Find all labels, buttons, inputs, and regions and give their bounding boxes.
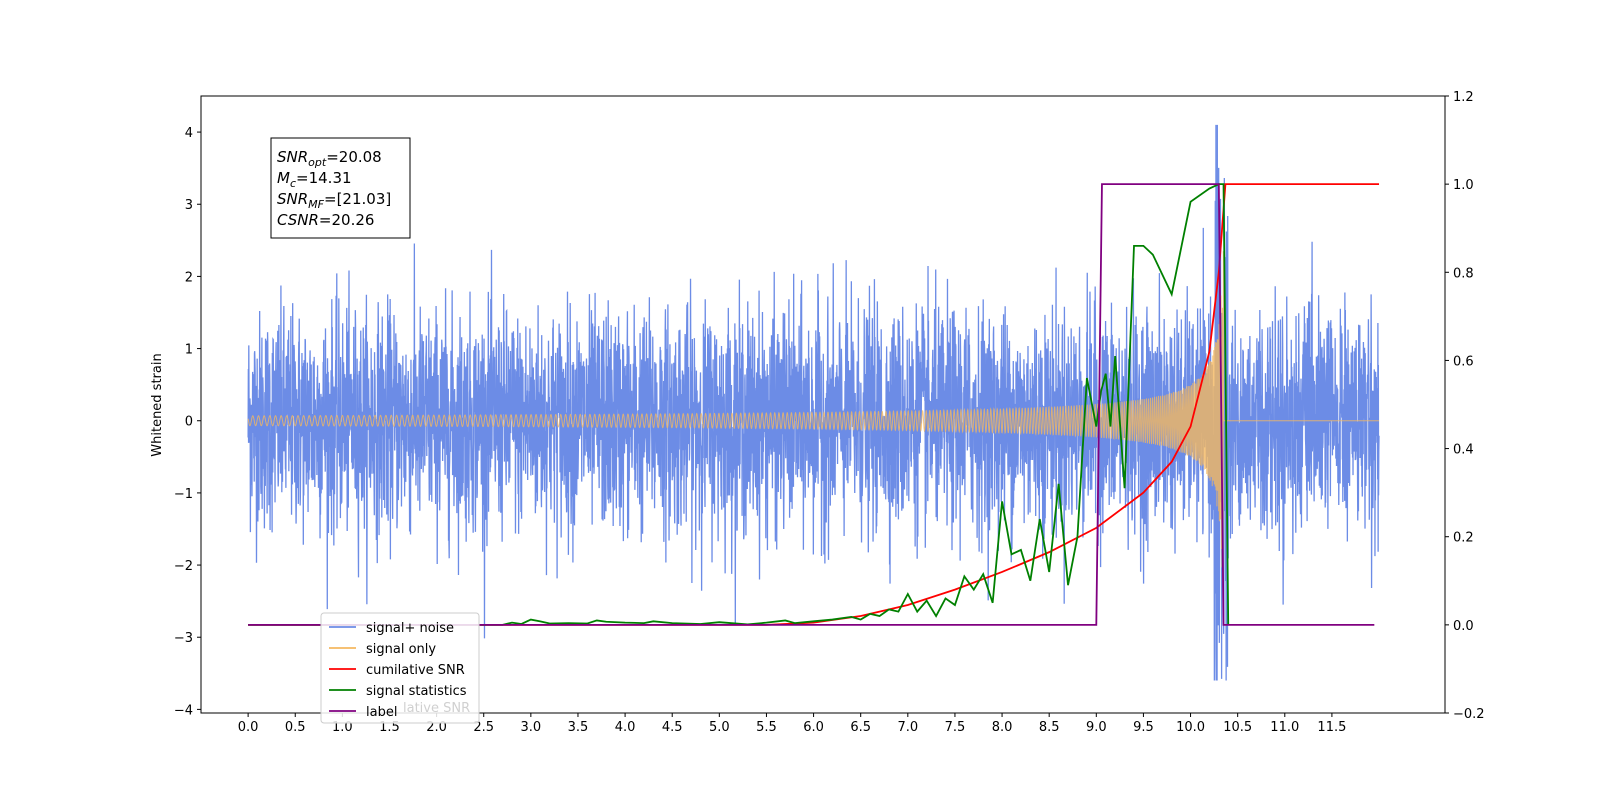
x-tick-label: 6.5: [850, 720, 871, 735]
x-tick-label: 10.5: [1223, 720, 1252, 735]
annotation-line: CSNR=20.26: [277, 211, 374, 229]
stats-annotation-box: SNRopt=20.08Mc=14.31SNRMF=[21.03]CSNR=20…: [270, 137, 411, 239]
y-right-tick-label: 1.2: [1453, 90, 1474, 105]
y-left-tick-label: 2: [185, 270, 193, 285]
x-tick-label: 9.0: [1086, 720, 1107, 735]
x-tick-label: 2.0: [426, 720, 447, 735]
x-tick-label: 4.0: [615, 720, 636, 735]
x-tick-label: 4.5: [662, 720, 683, 735]
annotation-line: Mc=14.31: [277, 169, 352, 190]
y-right-tick-label: −0.2: [1453, 707, 1485, 722]
legend-label: signal statistics: [366, 684, 467, 699]
y-right-tick-label: 0.8: [1453, 266, 1474, 281]
x-tick-label: 5.0: [709, 720, 730, 735]
x-tick-label: 11.0: [1270, 720, 1299, 735]
series-line-signal-statistics: [248, 183, 1230, 626]
x-tick-label: 3.5: [568, 720, 589, 735]
x-tick-label: 8.0: [992, 720, 1013, 735]
x-tick-label: 1.5: [379, 720, 400, 735]
x-tick-label: 0.0: [238, 720, 259, 735]
x-tick-label: 0.5: [285, 720, 306, 735]
y-right-tick-label: 0.0: [1453, 619, 1474, 634]
annotation-line: SNRopt=20.08: [277, 148, 382, 169]
y-left-tick-label: −4: [174, 703, 193, 718]
series-line-signal-only: [247, 251, 1380, 607]
y-left-tick-label: −1: [174, 487, 193, 502]
legend-label: cumilative SNR: [366, 663, 465, 678]
y-right-tick-label: 0.4: [1453, 443, 1474, 458]
series-line-label: [248, 183, 1375, 626]
legend: signal+ noise signal only cumilative SNR si…: [320, 612, 480, 724]
x-tick-label: 7.0: [897, 720, 918, 735]
y-left-tick-label: −3: [174, 631, 193, 646]
x-tick-label: 6.0: [803, 720, 824, 735]
plot-frame: [200, 95, 1446, 714]
legend-label: signal+ noise: [366, 621, 454, 636]
legend-label: label: [366, 705, 397, 720]
x-tick-label: 11.5: [1317, 720, 1346, 735]
x-tick-label: 3.0: [521, 720, 542, 735]
x-tick-label: 8.5: [1039, 720, 1060, 735]
y-right-tick-label: 1.0: [1453, 178, 1474, 193]
y-left-tick-label: 3: [185, 198, 193, 213]
y-axis-label: Whitened strain: [150, 353, 165, 456]
y-left-tick-label: 1: [185, 343, 193, 358]
x-tick-label: 1.0: [332, 720, 353, 735]
series-line-signal-noise: [247, 124, 1380, 681]
annotation-line: SNRMF=[21.03]: [277, 190, 391, 211]
y-right-tick-label: 0.2: [1453, 531, 1474, 546]
legend-label: signal only: [366, 642, 436, 657]
series-layer: [247, 124, 1380, 681]
y-axis-right: −0.2 0.0 0.2 0.4 0.6 0.8 1.0 1.2: [1445, 90, 1485, 722]
y-right-tick-label: 0.6: [1453, 354, 1474, 369]
y-left-tick-label: 4: [185, 126, 193, 141]
x-axis: 0.0 0.5 1.0 1.5 2.0 2.5 3.0 3.5 4.0 4.5 5.0 5.5 6.0 6…: [238, 713, 1346, 735]
y-left-tick-label: −2: [174, 559, 193, 574]
x-tick-label: 2.5: [473, 720, 494, 735]
x-tick-label: 5.5: [756, 720, 777, 735]
y-left-tick-label: 0: [185, 415, 193, 430]
legend-overlay-text: lative SNR: [403, 701, 470, 716]
x-tick-label: 10.0: [1176, 720, 1205, 735]
y-axis-left: −4 −3 −2 −1 0 1 2 3 4: [174, 126, 201, 718]
x-tick-label: 7.5: [945, 720, 966, 735]
x-tick-label: 9.5: [1133, 720, 1154, 735]
